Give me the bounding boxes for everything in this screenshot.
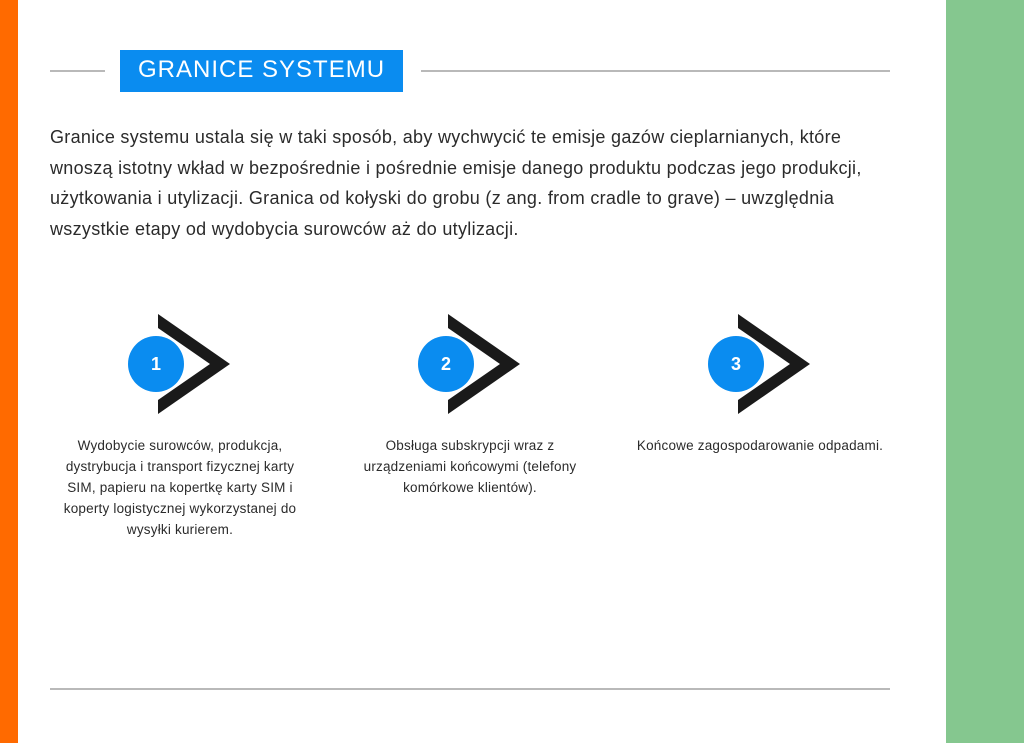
step-2: 2 Obsługa subskrypcji wraz z urządzeniami… bbox=[340, 314, 600, 541]
step-number-circle: 3 bbox=[708, 336, 764, 392]
heading-badge: GRANICE SYSTEMU bbox=[120, 50, 403, 92]
step-description: Wydobycie surowców, produkcja, dystrybuc… bbox=[55, 436, 305, 541]
step-description: Obsługa subskrypcji wraz z urządzeniami … bbox=[345, 436, 595, 499]
step-3: 3 Końcowe zagospodarowanie odpadami. bbox=[630, 314, 890, 541]
step-1: 1 Wydobycie surowców, produkcja, dystrybu… bbox=[50, 314, 310, 541]
body-paragraph: Granice systemu ustala się w taki sposób… bbox=[50, 122, 890, 244]
heading-row: GRANICE SYSTEMU bbox=[50, 50, 890, 92]
heading-rule-right bbox=[421, 70, 890, 72]
right-accent-bar bbox=[946, 0, 1024, 743]
step-number-circle: 1 bbox=[128, 336, 184, 392]
step-graphic: 3 bbox=[690, 314, 830, 414]
step-number-circle: 2 bbox=[418, 336, 474, 392]
left-accent-bar bbox=[0, 0, 18, 743]
bottom-rule bbox=[50, 688, 890, 690]
step-graphic: 1 bbox=[110, 314, 250, 414]
step-description: Końcowe zagospodarowanie odpadami. bbox=[637, 436, 883, 457]
step-graphic: 2 bbox=[400, 314, 540, 414]
slide: GRANICE SYSTEMU Granice systemu ustala s… bbox=[0, 0, 1024, 743]
steps-row: 1 Wydobycie surowców, produkcja, dystrybu… bbox=[50, 314, 890, 541]
heading-rule-left bbox=[50, 70, 105, 72]
content-area: GRANICE SYSTEMU Granice systemu ustala s… bbox=[50, 50, 890, 541]
